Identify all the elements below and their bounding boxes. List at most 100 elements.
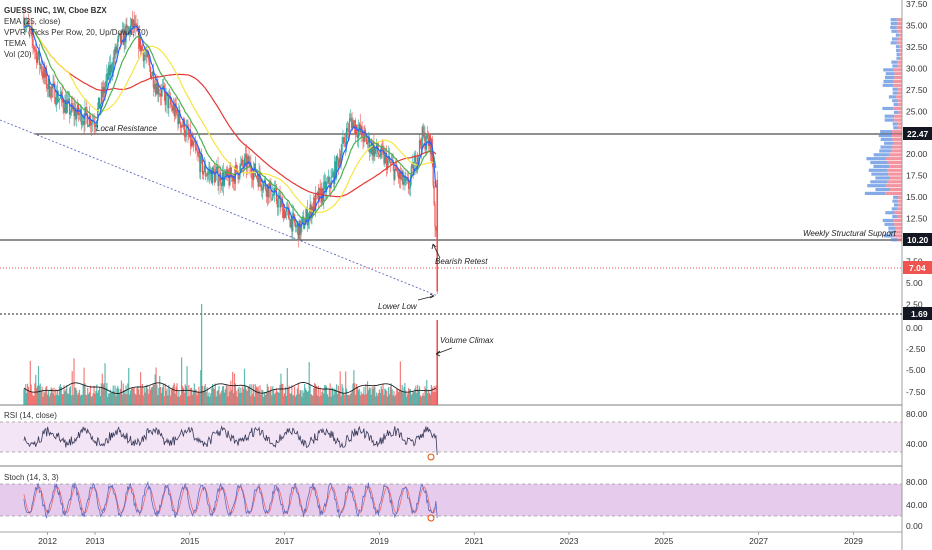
candle-body [160, 88, 163, 97]
volume-bar [81, 395, 83, 405]
volume-bar [272, 386, 274, 405]
volume-bar [37, 365, 40, 405]
volume-tick-label: -7.50 [906, 387, 926, 397]
vpvr-down-row [894, 114, 902, 118]
stoch-legend[interactable]: Stoch (14, 3, 3) [4, 473, 59, 482]
tema-legend[interactable]: TEMA [4, 39, 27, 48]
candle-body [296, 224, 298, 227]
candle-body [423, 132, 425, 137]
candle-body [189, 130, 191, 137]
candle-body [62, 100, 64, 109]
volume-bar [68, 387, 71, 405]
vpvr-legend[interactable]: VPVR (Ticks Per Row, 20, Up/Down, 70) [4, 28, 149, 37]
candle-body [384, 154, 386, 164]
candle-body [194, 141, 196, 148]
volume-bar [250, 395, 252, 405]
candle-body [349, 118, 351, 121]
trend-line[interactable] [0, 119, 439, 297]
volume-bar [182, 387, 185, 405]
candle-body [373, 143, 375, 157]
vpvr-down-row [895, 226, 902, 230]
vpvr-down-row [898, 110, 902, 114]
volume-bar [97, 392, 99, 405]
candle-body [178, 110, 180, 125]
vol-legend[interactable]: Vol (20) [4, 50, 32, 59]
candle-body [347, 130, 350, 132]
candle-body [181, 125, 184, 127]
candle-body [143, 54, 145, 62]
time-tick-label: 2017 [275, 536, 294, 546]
volume-bar [140, 388, 143, 405]
candle-body [293, 213, 295, 215]
candle-body [400, 176, 402, 180]
volume-bar [335, 389, 337, 405]
volume-bar [167, 395, 169, 405]
volume-bar [319, 387, 321, 405]
volume-bar [397, 389, 399, 405]
candle-body [235, 164, 237, 166]
volume-bar [136, 388, 138, 405]
candle-body [335, 161, 337, 178]
price-tick-label: 15.00 [906, 192, 928, 202]
candle-body [371, 143, 373, 156]
weekly-support-label: Weekly Structural Support [803, 229, 897, 238]
volume-bar [333, 394, 335, 405]
volume-bar [300, 390, 302, 405]
price-tick-label: 20.00 [906, 149, 928, 159]
volume-bar [112, 385, 114, 405]
volume-bar [160, 392, 163, 405]
candle-body [199, 157, 201, 173]
candle-body [317, 191, 319, 202]
price-tick-label: 27.50 [906, 85, 928, 95]
volume-bar [225, 385, 227, 405]
volume-bar [177, 396, 179, 405]
candle-body [95, 124, 97, 127]
volume-bar [279, 384, 281, 405]
volume-bar [202, 391, 205, 405]
candle-body [47, 87, 49, 89]
volume-bar [170, 389, 173, 405]
candle-body [304, 225, 306, 229]
candle-body [132, 20, 134, 29]
volume-bar [71, 371, 73, 405]
candle-body [77, 104, 79, 114]
vpvr-up-row [885, 72, 895, 76]
volume-bar [315, 386, 318, 405]
candle-body [129, 28, 131, 35]
volume-bar [436, 320, 439, 405]
volume-bar [94, 393, 96, 405]
ema-legend[interactable]: EMA (25, close) [4, 17, 61, 26]
candle-body [205, 175, 207, 177]
volume-bar [216, 391, 218, 405]
volume-bar [152, 384, 154, 405]
candle-body [359, 123, 361, 133]
ema-blue-line [23, 24, 437, 228]
volume-bar [26, 393, 28, 405]
candle-body [53, 83, 55, 85]
volume-bar [366, 381, 369, 405]
time-axis[interactable]: 2012 2013 2015 2017 2019 2021 2023 2025 2027 2029 [38, 532, 863, 546]
candle-body [176, 111, 178, 114]
candle-body [430, 138, 432, 155]
vpvr-up-row [873, 153, 890, 157]
volume-bar [355, 394, 357, 405]
candle-body [73, 107, 75, 117]
candle-body [64, 99, 66, 113]
rsi-legend[interactable]: RSI (14, close) [4, 411, 57, 420]
volume-bar [230, 380, 232, 405]
volume-bar [141, 383, 143, 405]
candle-body [100, 90, 102, 104]
candle-body [42, 73, 44, 78]
time-tick-label: 2025 [654, 536, 673, 546]
volume-bar [335, 384, 338, 405]
volume-bar [39, 383, 41, 405]
candle-body [28, 25, 30, 29]
volume-bar [351, 389, 353, 405]
volume-bar [380, 386, 382, 405]
volume-bar [57, 391, 59, 405]
candle-body [59, 96, 61, 99]
volume-bar [163, 396, 165, 405]
volume-bar [408, 389, 411, 405]
candle-body [343, 137, 345, 142]
